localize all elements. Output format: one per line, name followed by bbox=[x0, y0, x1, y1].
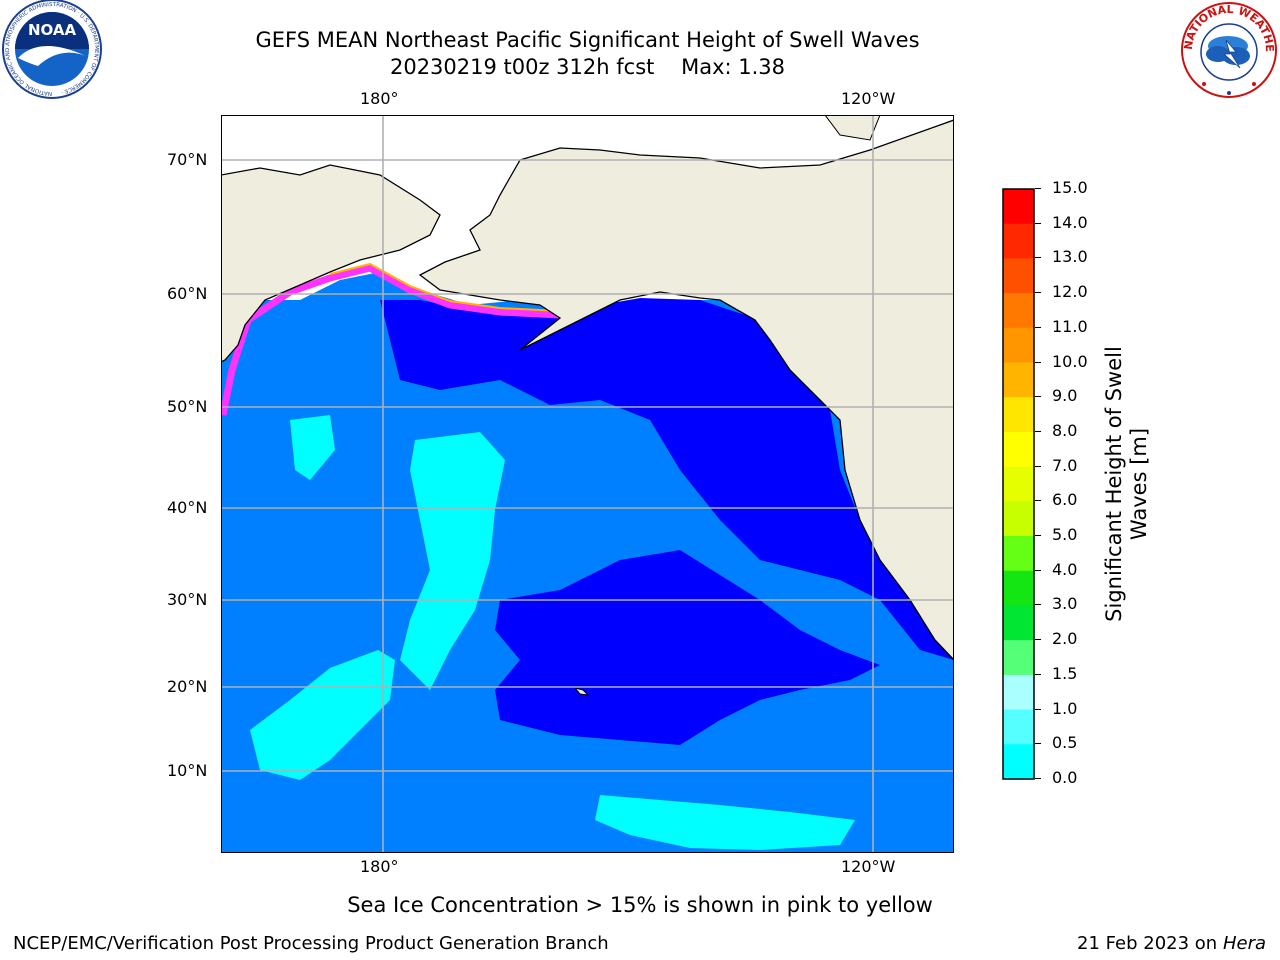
graticule bbox=[221, 115, 954, 853]
colorbar-tick-label: 3.0 bbox=[1052, 594, 1078, 614]
colorbar-bin bbox=[1003, 327, 1034, 364]
max-value: Max: 1.38 bbox=[681, 55, 786, 79]
colorbar-tick-mark bbox=[1035, 292, 1041, 294]
lat-label-20n: 20°N bbox=[167, 677, 208, 696]
sea-ice-note: Sea Ice Concentration > 15% is shown in … bbox=[347, 893, 933, 917]
chart-subtitle: 20230219 t00z 312h fcst Max: 1.38 bbox=[0, 54, 1175, 81]
colorbar-tick-mark bbox=[1035, 743, 1041, 745]
lon-label-bottom-120w: 120°W bbox=[841, 857, 896, 876]
footer-date: 21 Feb 2023 on Hera bbox=[1077, 933, 1266, 955]
svg-text:NOAA: NOAA bbox=[28, 21, 77, 39]
colorbar-bin bbox=[1003, 536, 1034, 572]
high-swell-patch-4 bbox=[290, 415, 335, 480]
colorbar-tick-mark bbox=[1035, 708, 1041, 710]
low-swell-central-pacific bbox=[495, 550, 880, 745]
colorbar-tick-mark bbox=[1035, 257, 1041, 259]
forecast-time: 20230219 t00z 312h fcst bbox=[389, 55, 655, 79]
colorbar-tick-mark bbox=[1035, 396, 1041, 398]
colorbar-bin bbox=[1003, 258, 1034, 294]
colorbar-tick-label: 1.0 bbox=[1052, 698, 1078, 718]
footer-date-text: 21 Feb 2023 on bbox=[1077, 933, 1218, 954]
colorbar-tick-label: 0.0 bbox=[1052, 768, 1078, 787]
colorbar-tick-label: 6.0 bbox=[1052, 490, 1078, 510]
high-swell-patch-3 bbox=[595, 795, 855, 850]
land-alaska-canada bbox=[418, 119, 954, 661]
colorbar-tick-mark bbox=[1035, 361, 1041, 363]
noaa-logo: NATIONAL OCEANIC AND ATMOSPHERIC ADMINIS… bbox=[0, 0, 105, 100]
colorbar-tick-mark bbox=[1035, 326, 1041, 328]
colorbar-tick-label: 2.0 bbox=[1052, 629, 1078, 649]
colorbar-tick-label: 9.0 bbox=[1052, 386, 1078, 406]
colorbar-tick-mark bbox=[1035, 778, 1041, 779]
colorbar-bin bbox=[1003, 570, 1034, 606]
colorbar-tick-mark bbox=[1035, 430, 1041, 432]
colorbar-tick-label: 1.5 bbox=[1052, 663, 1078, 683]
land-islands-north bbox=[824, 115, 881, 141]
colorbar-bin bbox=[1003, 431, 1034, 468]
chart-title: GEFS MEAN Northeast Pacific Significant … bbox=[255, 28, 920, 52]
high-swell-patch-2 bbox=[250, 650, 395, 780]
lat-label-30n: 30°N bbox=[167, 590, 208, 609]
colorbar-tick-mark bbox=[1035, 535, 1041, 537]
sea-ice-edge bbox=[221, 264, 561, 416]
lat-label-70n: 70°N bbox=[167, 150, 208, 169]
colorbar-bin bbox=[1003, 397, 1034, 433]
nws-logo: NATIONAL WEATHER SERVICE bbox=[1174, 0, 1280, 100]
colorbar-tick-label: 14.0 bbox=[1052, 212, 1088, 232]
colorbar-tick-mark bbox=[1035, 188, 1041, 189]
lat-label-60n: 60°N bbox=[167, 284, 208, 303]
colorbar-tick-label: 0.5 bbox=[1052, 733, 1078, 753]
colorbar-bin bbox=[1003, 293, 1034, 329]
colorbar-tick-label: 8.0 bbox=[1052, 420, 1078, 440]
land-hawaii bbox=[573, 687, 590, 696]
footer-credit: NCEP/EMC/Verification Post Processing Pr… bbox=[13, 933, 609, 954]
lon-label-top-120w: 120°W bbox=[841, 89, 896, 108]
colorbar-bin bbox=[1003, 466, 1034, 502]
colorbar-bin bbox=[1003, 605, 1034, 641]
colorbar-bin bbox=[1003, 223, 1034, 259]
colorbar bbox=[1002, 188, 1035, 780]
colorbar-tick-label: 4.0 bbox=[1052, 559, 1078, 579]
colorbar-tick-label: 11.0 bbox=[1052, 316, 1088, 336]
lat-label-10n: 10°N bbox=[167, 761, 208, 780]
colorbar-tick-label: 12.0 bbox=[1052, 282, 1088, 302]
swell-height-map bbox=[221, 115, 954, 853]
colorbar-bin bbox=[1003, 362, 1034, 398]
colorbar-tick-label: 5.0 bbox=[1052, 525, 1078, 545]
colorbar-tick-mark bbox=[1035, 673, 1041, 675]
colorbar-tick-mark bbox=[1035, 569, 1041, 571]
lat-label-50n: 50°N bbox=[167, 397, 208, 416]
high-swell-patch-1 bbox=[400, 432, 505, 690]
footer-machine: Hera bbox=[1222, 933, 1266, 954]
lat-label-40n: 40°N bbox=[167, 498, 208, 517]
colorbar-svg bbox=[1002, 188, 1035, 780]
colorbar-tick-label: 15.0 bbox=[1052, 178, 1088, 197]
colorbar-bin bbox=[1003, 744, 1034, 780]
lon-label-bottom-180: 180° bbox=[360, 857, 399, 876]
colorbar-tick-label: 13.0 bbox=[1052, 247, 1088, 267]
colorbar-bin bbox=[1003, 640, 1034, 676]
colorbar-tick-mark bbox=[1035, 500, 1041, 502]
colorbar-tick-mark bbox=[1035, 222, 1041, 224]
colorbar-tick-mark bbox=[1035, 465, 1041, 467]
lon-label-top-180: 180° bbox=[360, 89, 399, 108]
land-russia bbox=[221, 115, 441, 363]
colorbar-tick-mark bbox=[1035, 639, 1041, 641]
colorbar-bin bbox=[1003, 674, 1034, 711]
colorbar-tick-mark bbox=[1035, 604, 1041, 606]
colorbar-bin bbox=[1003, 189, 1034, 225]
colorbar-bin bbox=[1003, 501, 1034, 537]
colorbar-bin bbox=[1003, 709, 1034, 745]
colorbar-tick-label: 7.0 bbox=[1052, 455, 1078, 475]
colorbar-tick-label: 10.0 bbox=[1052, 351, 1088, 371]
